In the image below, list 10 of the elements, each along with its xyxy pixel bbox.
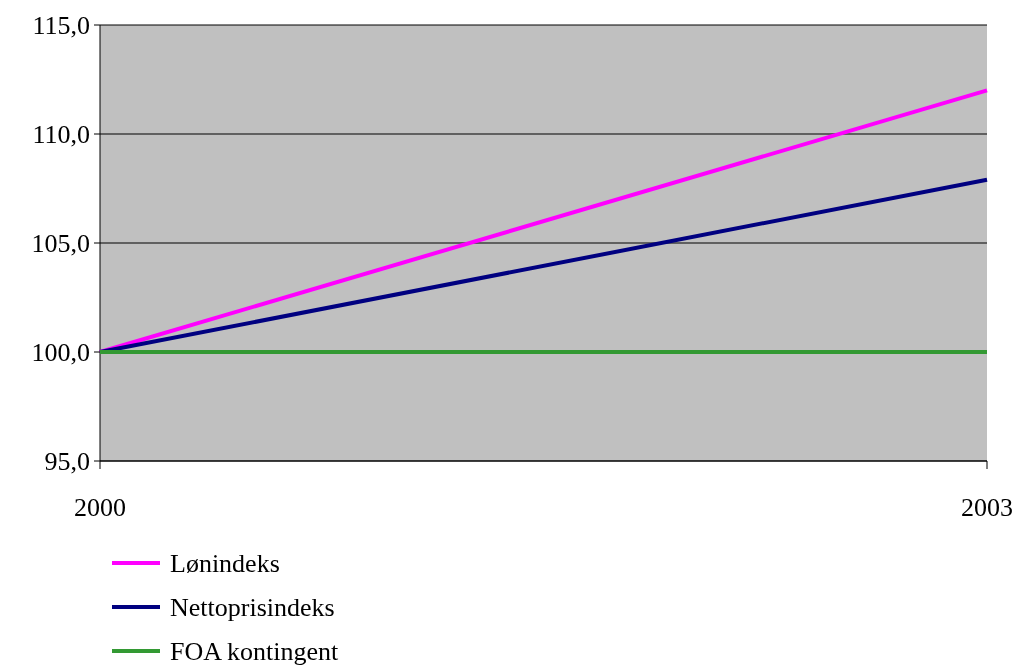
y-tick-label: 115,0 [32, 11, 90, 41]
y-tick-label: 95,0 [44, 447, 90, 477]
x-tick-label: 2003 [961, 493, 1013, 522]
legend-label: FOA kontingent [170, 637, 340, 667]
y-tick-label: 110,0 [32, 120, 90, 150]
legend-label: Nettoprisindeks [170, 593, 335, 623]
y-tick-label: 105,0 [31, 229, 90, 259]
y-tick-label: 100,0 [31, 338, 90, 368]
x-tick-label: 2000 [74, 493, 126, 522]
legend-label: Lønindeks [170, 549, 280, 579]
